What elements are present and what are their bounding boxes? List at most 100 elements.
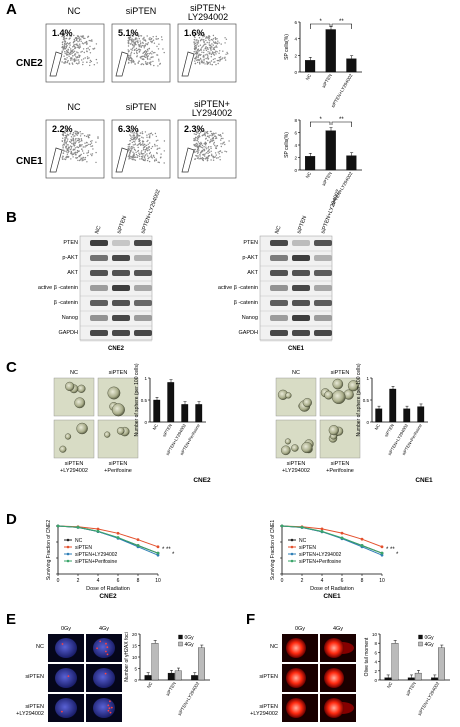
flow-dot bbox=[150, 38, 152, 40]
category-label: siPTEN bbox=[321, 73, 333, 89]
flow-dot bbox=[132, 35, 134, 37]
flow-dot bbox=[198, 133, 201, 135]
bar bbox=[174, 670, 182, 681]
flow-dot bbox=[149, 133, 151, 135]
flow-dot bbox=[205, 152, 208, 154]
flow-dot bbox=[137, 41, 139, 44]
flow-dot bbox=[61, 61, 63, 63]
panel-a-col-nc: NC bbox=[68, 6, 81, 16]
flow-dot bbox=[81, 148, 83, 150]
data-point bbox=[380, 545, 384, 549]
stat-mark: ** bbox=[339, 19, 344, 25]
flow-dot bbox=[219, 159, 221, 161]
sphere-image-tile bbox=[53, 419, 95, 459]
flow-dot bbox=[64, 140, 66, 143]
flow-dot bbox=[204, 54, 206, 56]
flow-dot bbox=[132, 59, 134, 62]
flow-dot bbox=[144, 154, 147, 156]
flow-dot bbox=[208, 136, 210, 139]
flow-dot bbox=[128, 130, 130, 133]
y-axis-label: Surviving Fraction of CNE2 bbox=[46, 520, 52, 581]
flow-dot bbox=[200, 146, 202, 148]
flow-dot bbox=[206, 41, 208, 44]
flow-dot bbox=[157, 48, 160, 50]
flow-dot bbox=[64, 158, 67, 161]
flow-dot bbox=[156, 38, 158, 40]
flow-dot bbox=[145, 144, 148, 147]
flow-dot bbox=[205, 48, 207, 50]
sp-percentage: 6.3% bbox=[118, 124, 139, 134]
bar bbox=[151, 643, 159, 681]
flow-dot bbox=[210, 38, 213, 41]
flow-dot bbox=[69, 44, 71, 46]
bar bbox=[181, 404, 189, 423]
flow-dot bbox=[215, 154, 217, 156]
flow-dot bbox=[211, 63, 213, 66]
foci-column-label: 0Gy bbox=[61, 626, 71, 632]
flow-dot bbox=[139, 49, 142, 51]
flow-dot bbox=[209, 61, 211, 63]
flow-dot bbox=[131, 132, 133, 134]
flow-dot bbox=[156, 45, 158, 48]
flow-dot bbox=[146, 63, 149, 65]
flow-dot bbox=[193, 139, 195, 142]
bar bbox=[325, 29, 336, 73]
blot-band bbox=[270, 300, 288, 306]
flow-dot bbox=[147, 42, 149, 44]
flow-dot bbox=[137, 40, 139, 42]
flow-dot bbox=[136, 38, 138, 40]
blot-band bbox=[90, 255, 108, 261]
flow-dot bbox=[198, 53, 200, 55]
sphere-label: NC bbox=[292, 370, 300, 376]
foci-spot bbox=[106, 653, 109, 656]
flow-dot bbox=[142, 140, 144, 143]
flow-dot bbox=[201, 46, 203, 49]
flow-dot bbox=[196, 157, 199, 159]
flow-dot bbox=[84, 142, 86, 144]
flow-dot bbox=[225, 38, 228, 40]
flow-plot: 5.1% bbox=[111, 23, 171, 83]
flow-plot: 1.6% bbox=[177, 23, 237, 83]
bar bbox=[414, 672, 422, 681]
flow-dot bbox=[210, 138, 212, 141]
category-label: siPTEN bbox=[161, 423, 172, 438]
flow-dot bbox=[201, 158, 204, 161]
flow-dot bbox=[195, 52, 198, 54]
data-point bbox=[156, 545, 160, 549]
flow-dot bbox=[149, 63, 151, 65]
flow-dot bbox=[203, 59, 205, 61]
x-tick-label: 4 bbox=[321, 578, 324, 584]
x-axis-label: Dose of Radiation bbox=[86, 586, 130, 592]
bar bbox=[167, 672, 175, 681]
flow-dot bbox=[139, 50, 141, 52]
flow-dot bbox=[142, 144, 144, 147]
flow-dot bbox=[135, 44, 137, 46]
y-tick-label: 0 bbox=[144, 420, 147, 425]
flow-dot bbox=[203, 35, 206, 37]
flow-dot bbox=[87, 136, 90, 138]
flow-dot bbox=[222, 137, 224, 140]
flow-dot bbox=[143, 143, 145, 146]
panel-c-sphere-images: NC siPTENsiPTEN+LY294002siPTEN+Perifosine… bbox=[53, 370, 433, 484]
flow-dot bbox=[213, 156, 216, 158]
flow-dot bbox=[193, 38, 196, 41]
bar bbox=[195, 404, 203, 423]
flow-dot bbox=[81, 150, 84, 152]
x-tick-label: 8 bbox=[361, 578, 364, 584]
flow-dot bbox=[127, 143, 130, 146]
flow-dot bbox=[61, 140, 63, 142]
flow-dot bbox=[212, 136, 214, 139]
blot-column-label: NC bbox=[274, 225, 282, 235]
data-point bbox=[380, 553, 384, 557]
flow-dot bbox=[131, 141, 133, 144]
blot-band bbox=[270, 285, 288, 291]
category-label: NC bbox=[152, 423, 159, 431]
foci-spot bbox=[108, 707, 111, 710]
flow-dot bbox=[201, 59, 203, 61]
flow-dot bbox=[144, 61, 147, 63]
flow-dot bbox=[87, 134, 89, 136]
flow-dot bbox=[205, 142, 207, 145]
blot-band bbox=[292, 255, 310, 261]
blot-band bbox=[134, 285, 152, 291]
flow-dot bbox=[74, 151, 77, 154]
